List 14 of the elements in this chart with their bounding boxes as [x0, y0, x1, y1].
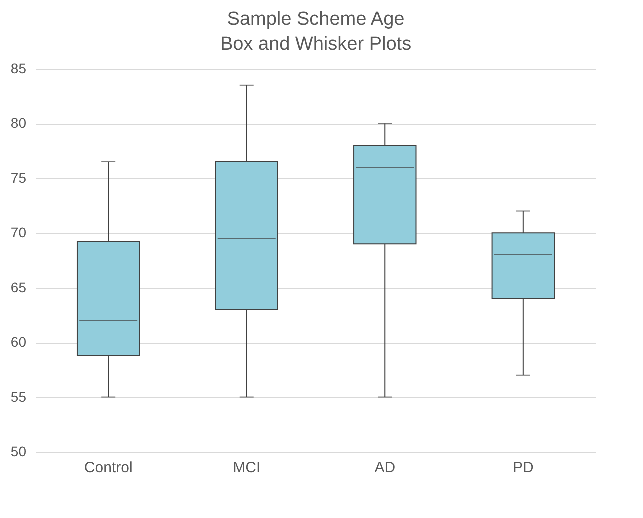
- chart-title: Sample Scheme Age: [227, 9, 405, 30]
- y-tick-label: 85: [10, 60, 27, 76]
- y-tick-label: 55: [10, 388, 27, 405]
- x-tick-label: Control: [84, 460, 133, 476]
- y-tick-label: 60: [10, 334, 27, 350]
- y-tick-label: 50: [10, 444, 27, 460]
- x-tick-label: AD: [374, 460, 396, 476]
- y-tick-label: 70: [10, 224, 27, 241]
- y-tick-label: 65: [10, 279, 27, 296]
- x-tick-label: PD: [512, 460, 534, 476]
- y-tick-label: 80: [10, 115, 27, 132]
- chart-subtitle: Box and Whisker Plots: [220, 34, 412, 55]
- x-tick-label: MCI: [233, 460, 261, 476]
- y-tick-label: 75: [10, 170, 27, 186]
